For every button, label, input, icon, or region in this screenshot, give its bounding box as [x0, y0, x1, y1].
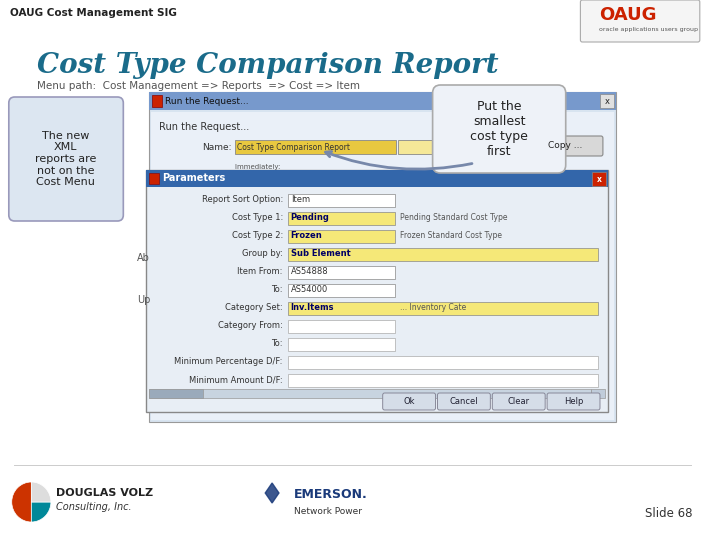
- Bar: [288, 284, 395, 297]
- Text: oracle applications users group: oracle applications users group: [599, 28, 698, 32]
- Text: x: x: [597, 174, 601, 184]
- Bar: [600, 94, 613, 108]
- Text: Report Sort Option:: Report Sort Option:: [202, 195, 283, 205]
- Text: Minimum Percentage D/F:: Minimum Percentage D/F:: [174, 357, 283, 367]
- Text: Cost Type 2:: Cost Type 2:: [232, 232, 283, 240]
- Bar: [149, 92, 616, 422]
- Text: Network Power: Network Power: [294, 508, 361, 516]
- Text: Slide 68: Slide 68: [645, 507, 693, 520]
- Text: To:: To:: [271, 340, 283, 348]
- Text: Clear: Clear: [508, 397, 530, 406]
- Text: Pending Standard Cost Type: Pending Standard Cost Type: [400, 213, 508, 222]
- Bar: [146, 170, 608, 412]
- Text: Cost Type 1:: Cost Type 1:: [232, 213, 283, 222]
- Text: Pending: Pending: [291, 213, 330, 222]
- Bar: [288, 302, 598, 315]
- Bar: [150, 112, 613, 420]
- Text: The new
XML
reports are
not on the
Cost Menu: The new XML reports are not on the Cost …: [35, 131, 96, 187]
- Text: Run the Request...: Run the Request...: [158, 122, 249, 132]
- Bar: [149, 92, 616, 110]
- Text: Consulting, Inc.: Consulting, Inc.: [55, 502, 132, 512]
- FancyBboxPatch shape: [492, 393, 545, 410]
- Text: Inv.Items: Inv.Items: [291, 303, 334, 313]
- Bar: [288, 212, 395, 225]
- Text: Sub Element: Sub Element: [291, 249, 351, 259]
- Text: Up: Up: [137, 295, 150, 305]
- Wedge shape: [32, 482, 51, 502]
- Bar: [149, 173, 158, 184]
- Text: Run the Request...: Run the Request...: [166, 97, 249, 105]
- Bar: [398, 140, 506, 154]
- Text: OAUG: OAUG: [599, 6, 657, 24]
- Bar: [235, 140, 397, 154]
- Text: Category From:: Category From:: [218, 321, 283, 330]
- Text: OAUG Cost Management SIG: OAUG Cost Management SIG: [10, 8, 176, 18]
- Text: Item: Item: [291, 195, 310, 205]
- Bar: [592, 172, 606, 186]
- Text: EMERSON.: EMERSON.: [294, 489, 367, 502]
- Bar: [149, 389, 202, 398]
- Bar: [288, 320, 395, 333]
- Text: Category Set:: Category Set:: [225, 303, 283, 313]
- Bar: [288, 248, 598, 261]
- Bar: [288, 230, 395, 243]
- FancyBboxPatch shape: [580, 0, 700, 42]
- FancyBboxPatch shape: [438, 393, 490, 410]
- Text: Immediately:: Immediately:: [235, 164, 285, 170]
- Bar: [288, 266, 395, 279]
- Text: Frozen: Frozen: [291, 232, 323, 240]
- Bar: [288, 374, 598, 387]
- Text: x: x: [604, 97, 609, 105]
- Text: AS54000: AS54000: [291, 286, 328, 294]
- Text: Frozen Standard Cost Type: Frozen Standard Cost Type: [400, 232, 503, 240]
- Bar: [288, 338, 395, 351]
- Text: Copy ...: Copy ...: [547, 141, 582, 151]
- Text: Item From:: Item From:: [238, 267, 283, 276]
- Text: Ok: Ok: [403, 397, 415, 406]
- Text: ... Inventory Cate: ... Inventory Cate: [400, 303, 467, 313]
- Text: Ab: Ab: [137, 253, 150, 263]
- FancyBboxPatch shape: [9, 97, 123, 221]
- Text: To:: To:: [271, 286, 283, 294]
- Text: Menu path:  Cost Management => Reports  => Cost => Item: Menu path: Cost Management => Reports =>…: [37, 81, 360, 91]
- Wedge shape: [32, 502, 51, 522]
- Bar: [146, 170, 608, 187]
- Text: Help: Help: [564, 397, 583, 406]
- Text: Cancel: Cancel: [449, 397, 478, 406]
- FancyBboxPatch shape: [433, 85, 566, 173]
- Bar: [288, 356, 598, 369]
- Text: Parameters: Parameters: [163, 173, 226, 183]
- Text: Minimum Amount D/F:: Minimum Amount D/F:: [189, 375, 283, 384]
- Text: Put the
smallest
cost type
first: Put the smallest cost type first: [470, 100, 528, 158]
- FancyBboxPatch shape: [547, 393, 600, 410]
- Polygon shape: [265, 483, 279, 503]
- Text: Cost Type Comparison Report: Cost Type Comparison Report: [37, 52, 499, 79]
- FancyBboxPatch shape: [526, 136, 603, 156]
- Text: Cost Type Comparison Report: Cost Type Comparison Report: [237, 143, 350, 152]
- Wedge shape: [12, 482, 32, 522]
- Text: DOUGLAS VOLZ: DOUGLAS VOLZ: [55, 488, 153, 498]
- Text: Name:: Name:: [202, 143, 232, 152]
- Text: AS54888: AS54888: [291, 267, 328, 276]
- Bar: [152, 95, 163, 107]
- Bar: [149, 389, 591, 398]
- FancyBboxPatch shape: [383, 393, 436, 410]
- Bar: [591, 389, 605, 398]
- Bar: [288, 194, 395, 207]
- Text: Group by:: Group by:: [242, 249, 283, 259]
